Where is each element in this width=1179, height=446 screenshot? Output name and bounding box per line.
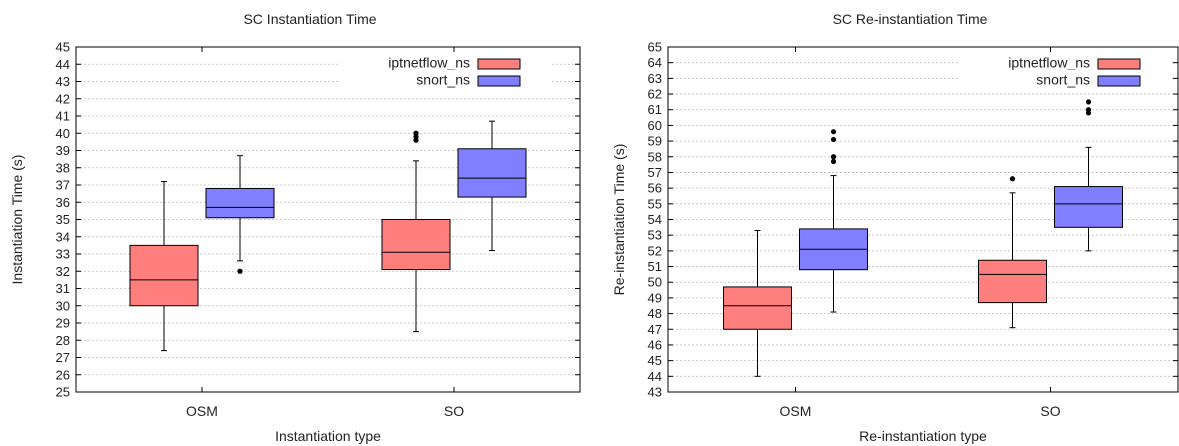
y-tick-label: 41 bbox=[56, 109, 70, 124]
plot-frame bbox=[667, 46, 1179, 393]
y-tick-label: 59 bbox=[648, 134, 662, 149]
y-tick-label: 47 bbox=[648, 322, 662, 337]
legend-label: snort_ns bbox=[1036, 72, 1090, 88]
chart-title: SC Re-instantiation Time bbox=[833, 11, 988, 27]
y-tick-label: 33 bbox=[56, 247, 70, 262]
legend-swatch bbox=[477, 58, 521, 70]
y-tick-label: 44 bbox=[648, 369, 662, 384]
y-tick-label: 53 bbox=[648, 228, 662, 243]
y-tick-label: 56 bbox=[648, 181, 662, 196]
y-tick-label: 57 bbox=[648, 165, 662, 180]
y-tick-label: 25 bbox=[56, 385, 70, 400]
legend-label: iptnetflow_ns bbox=[388, 55, 470, 71]
y-tick-label: 38 bbox=[56, 160, 70, 175]
y-tick-label: 45 bbox=[56, 40, 70, 55]
x-tick-label: SO bbox=[1040, 403, 1060, 419]
y-tick-label: 52 bbox=[648, 243, 662, 258]
y-tick-label: 46 bbox=[648, 337, 662, 352]
y-tick-label: 40 bbox=[56, 126, 70, 141]
box-body bbox=[129, 244, 199, 307]
y-tick-label: 36 bbox=[56, 195, 70, 210]
outlier-point bbox=[413, 130, 419, 136]
outlier-point bbox=[1085, 107, 1092, 113]
box-body bbox=[457, 148, 527, 198]
y-tick-label: 43 bbox=[56, 74, 70, 89]
y-tick-label: 50 bbox=[648, 275, 662, 290]
y-axis-label: Re-instantiation Time (s) bbox=[611, 144, 627, 296]
x-axis-label: Instantiation type bbox=[275, 428, 381, 444]
y-tick-label: 31 bbox=[56, 281, 70, 296]
x-axis-label: Re-instantiation type bbox=[859, 428, 987, 444]
y-tick-label: 65 bbox=[648, 40, 662, 55]
box-iptnetflow_ns-SO bbox=[381, 130, 451, 333]
y-tick-label: 63 bbox=[648, 71, 662, 86]
box-iptnetflow_ns-OSM bbox=[723, 229, 792, 377]
x-tick-label: OSM bbox=[780, 403, 812, 419]
y-tick-label: 27 bbox=[56, 350, 70, 365]
box-iptnetflow_ns-OSM bbox=[129, 181, 199, 352]
box-body bbox=[978, 259, 1047, 304]
plot-frame bbox=[75, 46, 581, 393]
y-tick-label: 43 bbox=[648, 385, 662, 400]
y-tick-label: 45 bbox=[648, 353, 662, 368]
y-tick-label: 49 bbox=[648, 290, 662, 305]
x-tick-label: OSM bbox=[186, 403, 218, 419]
y-tick-label: 51 bbox=[648, 259, 662, 274]
y-tick-label: 54 bbox=[648, 212, 662, 227]
y-tick-label: 48 bbox=[648, 306, 662, 321]
legend-swatch bbox=[1097, 58, 1141, 70]
y-tick-label: 58 bbox=[648, 149, 662, 164]
y-tick-label: 61 bbox=[648, 102, 662, 117]
box-snort_ns-OSM bbox=[799, 129, 868, 313]
box-body bbox=[205, 187, 275, 219]
outlier-point bbox=[830, 136, 837, 143]
outlier-point bbox=[1009, 176, 1016, 182]
legend-swatch bbox=[1097, 75, 1141, 87]
y-tick-label: 62 bbox=[648, 87, 662, 102]
box-body bbox=[381, 219, 451, 271]
legend-label: iptnetflow_ns bbox=[1008, 55, 1090, 71]
y-tick-label: 26 bbox=[56, 367, 70, 382]
box-snort_ns-SO bbox=[1054, 99, 1123, 252]
y-tick-label: 42 bbox=[56, 91, 70, 106]
outlier-point bbox=[237, 268, 243, 274]
box-body bbox=[723, 286, 792, 330]
legend-label: snort_ns bbox=[416, 72, 470, 88]
y-tick-label: 34 bbox=[56, 229, 70, 244]
y-tick-label: 60 bbox=[648, 118, 662, 133]
box-snort_ns-SO bbox=[457, 120, 527, 252]
outlier-point bbox=[830, 129, 837, 135]
x-tick-label: SO bbox=[444, 403, 464, 419]
chart-panel-2: 4344454647484950515253545556575859606162… bbox=[611, 11, 1179, 444]
outlier-point bbox=[830, 158, 837, 165]
legend-swatch bbox=[477, 75, 521, 87]
box-snort_ns-OSM bbox=[205, 155, 275, 274]
box-body bbox=[1054, 186, 1123, 228]
chart-panel-1: 25 26 27 28 29 30 31 32 33 34 35 36 37 38 39 40 41 42 43 44… bbox=[9, 11, 581, 444]
y-tick-label: 35 bbox=[56, 212, 70, 227]
outlier-point bbox=[1085, 99, 1092, 105]
y-tick-label: 55 bbox=[648, 196, 662, 211]
y-tick-label: 44 bbox=[56, 57, 70, 72]
outlier-point bbox=[830, 154, 837, 160]
y-tick-label: 64 bbox=[648, 55, 662, 70]
box-iptnetflow_ns-SO bbox=[978, 176, 1047, 329]
y-tick-label: 28 bbox=[56, 333, 70, 348]
y-tick-label: 29 bbox=[56, 316, 70, 331]
y-tick-label: 32 bbox=[56, 264, 70, 279]
y-tick-label: 30 bbox=[56, 298, 70, 313]
y-tick-label: 37 bbox=[56, 178, 70, 193]
y-axis-label: Instantiation Time (s) bbox=[9, 155, 25, 285]
chart-title: SC Instantiation Time bbox=[243, 11, 376, 27]
y-tick-label: 39 bbox=[56, 143, 70, 158]
